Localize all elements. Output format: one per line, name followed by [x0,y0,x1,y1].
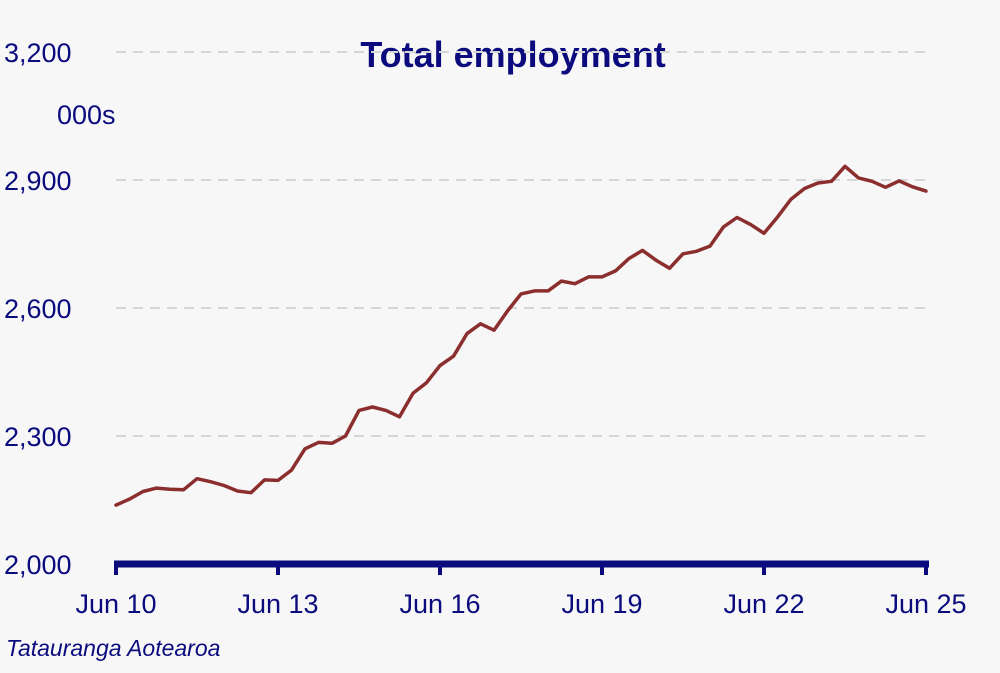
data-point [398,415,402,419]
data-point [681,252,685,256]
employment-series-line [114,164,928,507]
series-layer [114,164,928,507]
data-point [560,279,564,283]
data-point [776,215,780,219]
data-point [870,179,874,183]
data-point [519,292,523,296]
data-point [911,185,915,189]
data-point [128,497,132,501]
data-point [668,266,672,270]
x-tick-label: Jun 13 [237,589,318,619]
data-point [762,231,766,235]
data-point [317,440,321,444]
data-point [695,249,699,253]
data-point [357,408,361,412]
data-point [708,244,712,248]
data-point [479,322,483,326]
data-point [600,275,604,279]
data-point [263,478,267,482]
y-tick-label: 2,000 [4,550,72,580]
data-point [533,289,537,293]
data-point [465,332,469,336]
y-tick-label: 2,300 [4,422,72,452]
x-tick-label: Jun 16 [399,589,480,619]
y-tick-label: 3,200 [4,38,72,68]
source-label: Tatauranga Aotearoa [6,635,220,661]
data-point [303,447,307,451]
x-tick-label: Jun 25 [885,589,966,619]
data-point [168,487,172,491]
x-tick-label: Jun 22 [723,589,804,619]
data-point [803,187,807,191]
data-point [573,282,577,286]
data-point [276,478,280,482]
chart-title: Total employment [360,34,665,75]
data-point [209,480,213,484]
data-point [857,176,861,180]
data-point [384,408,388,412]
data-point [924,189,928,193]
data-point [546,289,550,293]
data-point [452,354,456,358]
data-point [735,216,739,220]
data-point [195,477,199,481]
data-point [411,391,415,395]
x-tick-label: Jun 19 [561,589,642,619]
data-point [641,248,645,252]
data-point [830,179,834,183]
data-point [371,405,375,409]
y-unit-label: 000s [57,100,116,130]
data-point [330,441,334,445]
data-point [884,185,888,189]
data-point [155,486,159,490]
data-point [614,269,618,273]
data-point [627,257,631,261]
gridlines [116,51,926,437]
data-point [843,164,847,168]
data-point [344,434,348,438]
y-tick-label: 2,900 [4,166,72,196]
x-tick-label: Jun 10 [75,589,156,619]
data-point [492,328,496,332]
data-point [789,197,793,201]
y-axis-ticks: 2,000 2,300 2,600 2,900 3,200 [4,38,72,580]
data-point [141,489,145,493]
x-axis-ticks: Jun 10 Jun 13 Jun 16 Jun 19 Jun 22 Jun 25 [75,564,967,619]
data-point [290,468,294,472]
data-point [114,503,118,507]
data-point [425,381,429,385]
data-point [236,489,240,493]
data-point [222,483,226,487]
data-point [654,258,658,262]
data-point [587,275,591,279]
data-point [816,181,820,185]
y-tick-label: 2,600 [4,294,72,324]
data-point [506,309,510,313]
data-point [249,491,253,495]
data-point [438,364,442,368]
data-point [749,222,753,226]
data-point [897,179,901,183]
data-point [182,488,186,492]
data-point [722,225,726,229]
